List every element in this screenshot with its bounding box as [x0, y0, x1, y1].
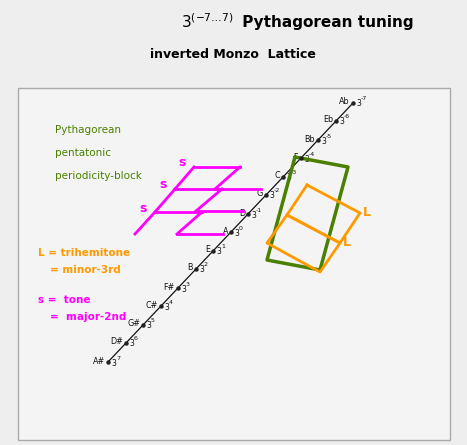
Text: C: C: [275, 171, 280, 181]
Text: Eb: Eb: [323, 116, 333, 125]
Text: 3: 3: [186, 282, 190, 287]
Text: 6: 6: [134, 336, 138, 341]
Text: 7: 7: [116, 356, 120, 360]
Text: 3: 3: [199, 266, 204, 275]
Text: 0: 0: [239, 226, 243, 231]
Text: 3: 3: [216, 247, 221, 256]
Text: 1: 1: [221, 244, 225, 250]
Text: -5: -5: [326, 134, 332, 138]
Text: L: L: [363, 206, 371, 219]
Text: 3: 3: [286, 174, 291, 182]
Text: -2: -2: [274, 189, 280, 194]
Text: periodicity-block: periodicity-block: [55, 171, 142, 181]
Text: = minor-3rd: = minor-3rd: [50, 265, 121, 275]
Text: s: s: [178, 157, 186, 170]
Text: A: A: [222, 227, 228, 235]
Text: pentatonic: pentatonic: [55, 148, 111, 158]
Text: 5: 5: [151, 319, 155, 324]
Text: F#: F#: [164, 283, 175, 291]
Text: 3: 3: [356, 100, 361, 109]
Text: Pythagorean tuning: Pythagorean tuning: [237, 15, 414, 29]
Text: E: E: [205, 246, 210, 255]
Text: L: L: [343, 236, 351, 250]
Text: 3: 3: [339, 117, 344, 126]
Text: L = trihemitone: L = trihemitone: [38, 248, 130, 258]
Text: 3: 3: [129, 340, 134, 348]
Text: -1: -1: [256, 207, 262, 213]
Text: s =  tone: s = tone: [38, 295, 91, 305]
Text: inverted Monzo  Lattice: inverted Monzo Lattice: [150, 49, 316, 61]
Text: D: D: [239, 209, 245, 218]
Text: G: G: [257, 190, 263, 198]
Text: 4: 4: [169, 299, 173, 304]
Text: F: F: [293, 153, 298, 162]
Text: D#: D#: [110, 337, 123, 347]
Text: 2: 2: [204, 263, 208, 267]
Text: C#: C#: [146, 300, 158, 310]
FancyBboxPatch shape: [18, 88, 450, 440]
Text: 3: 3: [146, 321, 151, 331]
Text: -7: -7: [361, 97, 367, 101]
Text: =  major-2nd: = major-2nd: [50, 312, 127, 322]
Text: -6: -6: [344, 114, 350, 120]
Text: 3: 3: [304, 154, 309, 163]
Text: 3: 3: [321, 137, 326, 146]
Text: -3: -3: [291, 170, 297, 175]
Text: G#: G#: [127, 320, 140, 328]
Text: 3: 3: [181, 284, 186, 294]
Text: 3: 3: [111, 359, 116, 368]
Text: s: s: [160, 178, 167, 191]
Text: B: B: [187, 263, 193, 272]
Text: 3: 3: [269, 191, 274, 201]
Text: s: s: [140, 202, 147, 214]
Text: 3: 3: [164, 303, 169, 312]
Text: Ab: Ab: [340, 97, 350, 106]
Text: A#: A#: [93, 356, 105, 365]
Text: Bb: Bb: [304, 134, 315, 143]
Text: 3: 3: [251, 210, 256, 219]
Text: $3^{(-7\ldots7)}$: $3^{(-7\ldots7)}$: [181, 12, 233, 31]
Text: 3: 3: [234, 228, 239, 238]
Text: Pythagorean: Pythagorean: [55, 125, 121, 135]
Text: -4: -4: [309, 151, 315, 157]
